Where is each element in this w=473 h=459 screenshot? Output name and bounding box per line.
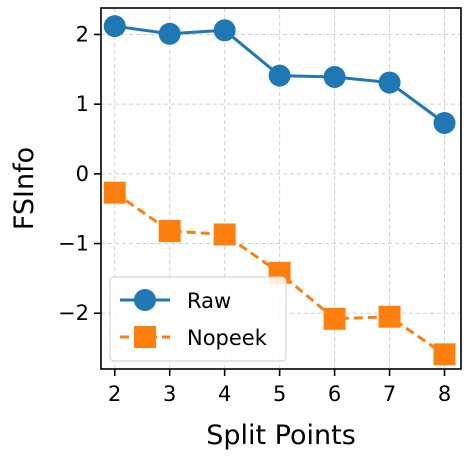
- legend-label: Raw: [187, 289, 231, 313]
- plot-frame: [100, 7, 462, 370]
- axis-ticks: 2 3 4 5 6 7 8 2 1 0 −1 −2: [58, 22, 451, 406]
- legend-entry-raw: Raw: [120, 289, 231, 313]
- series-layer: [103, 15, 456, 366]
- data-point-raw: [433, 111, 456, 134]
- data-point-raw: [103, 15, 126, 38]
- legend-marker: [134, 326, 156, 348]
- y-tick-label: 2: [76, 22, 89, 46]
- legend-label: Nopeek: [187, 326, 268, 350]
- data-point-nopeek: [323, 307, 346, 330]
- x-tick-label: 3: [163, 382, 176, 406]
- y-tick-label: −1: [58, 232, 89, 256]
- data-point-raw: [268, 64, 291, 87]
- data-point-raw: [158, 22, 181, 45]
- data-point-raw: [213, 19, 236, 42]
- x-tick-label: 2: [108, 382, 121, 406]
- legend-marker: [134, 289, 156, 311]
- data-point-nopeek: [158, 220, 181, 243]
- y-tick-label: 0: [76, 162, 89, 186]
- x-tick-label: 4: [218, 382, 231, 406]
- data-point-nopeek: [213, 223, 236, 246]
- y-tick-label: −2: [58, 301, 89, 325]
- legend: Raw Nopeek: [109, 276, 287, 362]
- y-tick-label: 1: [76, 92, 89, 116]
- y-axis-label: FSInfo: [9, 147, 40, 230]
- data-point-nopeek: [378, 305, 401, 328]
- data-point-raw: [378, 71, 401, 94]
- x-tick-label: 5: [273, 382, 286, 406]
- legend-entry-nopeek: Nopeek: [120, 326, 268, 350]
- data-point-raw: [323, 65, 346, 88]
- data-point-nopeek: [103, 181, 126, 204]
- x-tick-label: 6: [328, 382, 341, 406]
- x-tick-label: 8: [438, 382, 451, 406]
- data-point-nopeek: [433, 343, 456, 366]
- x-tick-label: 7: [383, 382, 396, 406]
- x-axis-label: Split Points: [206, 420, 356, 451]
